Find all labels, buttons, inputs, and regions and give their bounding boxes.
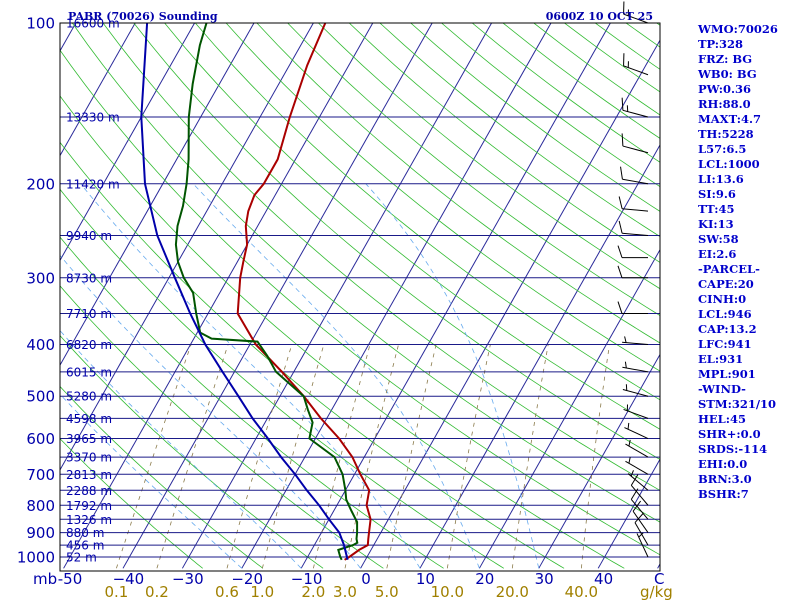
stat-item: STM:321/10 xyxy=(698,397,798,412)
stat-item: EHI:0.0 xyxy=(698,457,798,472)
mixing-ratio-tick-label: 40.0 xyxy=(565,583,598,600)
stat-item: EL:931 xyxy=(698,352,798,367)
height-label: 11420 m xyxy=(66,177,120,191)
height-label: 13330 m xyxy=(66,111,120,125)
stat-item: LFC:941 xyxy=(698,337,798,352)
stat-item: -WIND- xyxy=(698,382,798,397)
stat-item: SW:58 xyxy=(698,232,798,247)
pressure-tick-label: 1000 xyxy=(17,549,55,567)
stat-item: MAXT:4.7 xyxy=(698,112,798,127)
height-label: 6820 m xyxy=(66,338,112,352)
mixing-ratio-tick-label: 0.2 xyxy=(145,583,169,600)
pressure-tick-label: 200 xyxy=(26,175,55,193)
pressure-tick-label: 500 xyxy=(26,388,55,406)
temperature-tick-label: -50 xyxy=(58,570,83,588)
pressure-tick-label: 600 xyxy=(26,430,55,448)
temperature-tick-label: 0 xyxy=(361,570,371,588)
stat-item: WB0: BG xyxy=(698,67,798,82)
mixing-ratio-tick-label: 0.1 xyxy=(104,583,128,600)
stat-item: SI:9.6 xyxy=(698,187,798,202)
height-label: 3965 m xyxy=(66,432,112,446)
stat-item: SHR+:0.0 xyxy=(698,427,798,442)
stat-item: MPL:901 xyxy=(698,367,798,382)
stat-item: CINH:0 xyxy=(698,292,798,307)
stat-item: EI:2.6 xyxy=(698,247,798,262)
stat-item: BRN:3.0 xyxy=(698,472,798,487)
pressure-tick-label: 400 xyxy=(26,336,55,354)
stat-item: WMO:70026 xyxy=(698,22,798,37)
mixing-ratio-tick-label: 1.0 xyxy=(250,583,274,600)
pressure-tick-label: 900 xyxy=(26,524,55,542)
height-label: 7710 m xyxy=(66,307,112,321)
stat-item: L57:6.5 xyxy=(698,142,798,157)
stat-item: SRDS:-114 xyxy=(698,442,798,457)
pressure-labels: 100 200 300 400 500 600 700 800 900 1000 xyxy=(17,15,55,567)
pressure-tick-label: 100 xyxy=(26,15,55,33)
mixing-ratio-tick-label: 2.0 xyxy=(301,583,325,600)
height-label: 3370 m xyxy=(66,451,112,465)
stat-item: TT:45 xyxy=(698,202,798,217)
stat-item: BSHR:7 xyxy=(698,487,798,502)
stat-item: TH:5228 xyxy=(698,127,798,142)
stat-item: CAPE:20 xyxy=(698,277,798,292)
pressure-tick-label: 700 xyxy=(26,466,55,484)
stat-item: LCL:1000 xyxy=(698,157,798,172)
stat-item: RH:88.0 xyxy=(698,97,798,112)
stat-item: FRZ: BG xyxy=(698,52,798,67)
isotherm-line xyxy=(0,23,16,568)
mixing-ratio-tick-label: 5.0 xyxy=(375,583,399,600)
stat-item: HEL:45 xyxy=(698,412,798,427)
stat-item: LI:13.6 xyxy=(698,172,798,187)
height-label: 4598 m xyxy=(66,412,112,426)
plot-background xyxy=(60,23,660,571)
valid-time: 0600Z 10 OCT 25 xyxy=(546,10,653,23)
mixing-ratio-unit-label: g/kg xyxy=(640,583,673,600)
mixing-ratio-tick-label: 20.0 xyxy=(496,583,529,600)
height-label: 9940 m xyxy=(66,229,112,243)
stat-item: LCL:946 xyxy=(698,307,798,322)
mixing-ratio-tick-label: 3.0 xyxy=(333,583,357,600)
stat-item: TP:328 xyxy=(698,37,798,52)
height-label: 2288 m xyxy=(66,484,112,498)
height-label: 8730 m xyxy=(66,271,112,285)
stat-item: -PARCEL- xyxy=(698,262,798,277)
pressure-unit-label: mb xyxy=(33,570,57,588)
height-label: 6015 m xyxy=(66,365,112,379)
stat-item: KI:13 xyxy=(698,217,798,232)
stat-item: PW:0.36 xyxy=(698,82,798,97)
height-label: 1326 m xyxy=(66,513,112,527)
temperature-tick-label: 20 xyxy=(475,570,494,588)
mixing-ratio-tick-label: 10.0 xyxy=(431,583,464,600)
height-label: 5280 m xyxy=(66,390,112,404)
chart-title: PABR (70026) Sounding xyxy=(68,10,218,23)
temperature-tick-label: 30 xyxy=(535,570,554,588)
height-label: 1792 m xyxy=(66,499,112,513)
height-label: 52 m xyxy=(66,551,97,565)
pressure-tick-label: 800 xyxy=(26,497,55,515)
stat-item: CAP:13.2 xyxy=(698,322,798,337)
temperature-tick-label: −30 xyxy=(172,570,204,588)
mixing-ratio-tick-label: 0.6 xyxy=(215,583,239,600)
height-label: 2813 m xyxy=(66,468,112,482)
pressure-tick-label: 300 xyxy=(26,269,55,287)
